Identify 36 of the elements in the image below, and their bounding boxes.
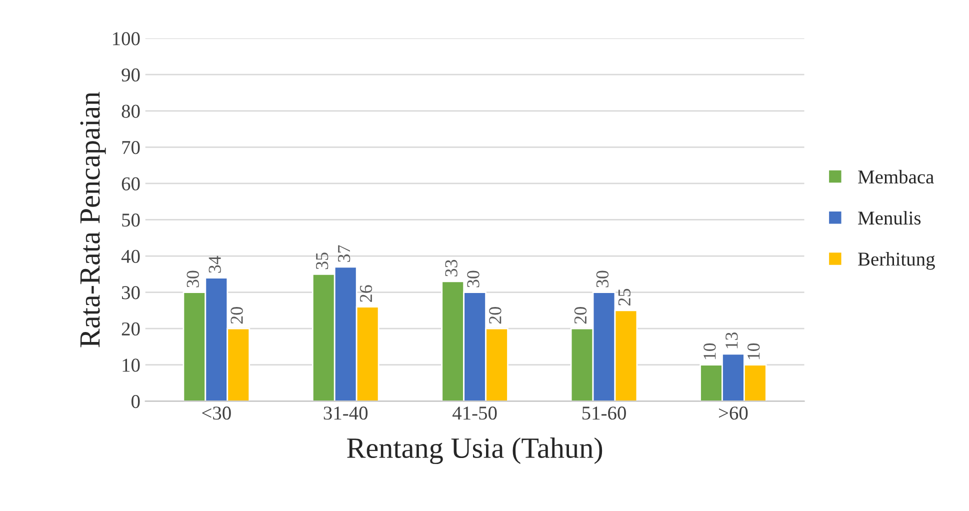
data-label: 30 [467,270,480,288]
legend-label: Menulis [858,210,921,225]
x-tick-label: 41-50 [452,406,497,420]
legend-label: Berhitung [858,252,935,270]
data-label: 30 [596,270,609,288]
data-label: 34 [208,256,221,273]
y-tick-label: 70 [122,140,140,154]
x-tick-label: <30 [202,406,231,420]
y-tick-label: 100 [113,32,140,46]
legend-label: Membaca [858,170,934,184]
data-label: 30 [186,270,199,288]
y-tick-label: 50 [122,214,140,227]
y-axis-title: Rata-Rata Pencapaian [80,92,106,348]
y-tick-label: 0 [132,394,140,408]
data-label: 26 [360,285,372,302]
x-tick-label: >60 [718,406,748,420]
y-tick-label: 80 [122,104,140,118]
y-tick-label: 10 [122,358,140,372]
data-label: 10 [704,343,716,360]
data-label: 33 [445,260,458,276]
data-label: 25 [618,288,630,306]
x-tick-label: 51-60 [582,406,626,420]
data-label: 37 [338,245,350,262]
data-label: 20 [489,307,502,324]
y-tick-label: 60 [122,177,140,190]
data-label: 35 [316,252,328,270]
y-tick-label: 20 [122,322,140,336]
data-label: 10 [748,343,760,360]
x-tick-label: 31-40 [324,406,368,420]
y-tick-label: 30 [122,286,140,300]
x-axis-title: Rentang Usia (Tahun) [347,438,602,464]
y-tick-label: 90 [122,68,140,82]
data-label: 13 [726,332,738,348]
y-tick-label: 40 [121,250,140,263]
data-label: 20 [574,307,587,324]
data-label: 20 [230,307,243,324]
